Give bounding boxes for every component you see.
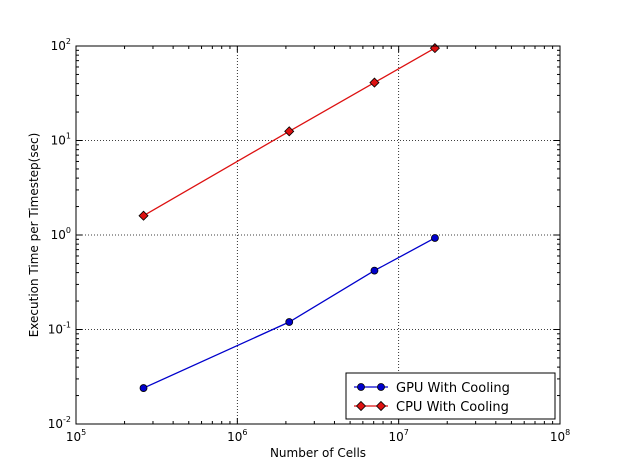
legend-label: GPU With Cooling xyxy=(396,381,510,396)
data-point-marker xyxy=(369,77,380,88)
data-point-marker xyxy=(138,210,149,221)
tick-labels: 105 106 107 108 10-2 10-1 100 101 102 xyxy=(48,37,570,444)
series-cpu-with-cooling xyxy=(138,43,440,221)
y-tick-label: 100 xyxy=(51,226,71,242)
legend-marker xyxy=(355,400,367,412)
y-tick-label: 102 xyxy=(51,37,71,53)
y-tick-label: 10-1 xyxy=(48,321,71,337)
legend-marker xyxy=(377,383,385,391)
series-layer xyxy=(138,43,440,392)
data-point-marker xyxy=(284,126,295,137)
series-gpu-with-cooling xyxy=(139,234,439,392)
y-tick-label: 10-2 xyxy=(48,415,71,431)
axis-ticks xyxy=(75,45,561,425)
data-point-marker xyxy=(139,384,148,392)
data-point-marker xyxy=(431,234,439,242)
legend-label: CPU With Cooling xyxy=(396,400,509,415)
series-line xyxy=(143,237,436,389)
legend-marker xyxy=(357,383,365,391)
legend-item: CPU With Cooling xyxy=(354,400,509,415)
x-axis-label: Number of Cells xyxy=(270,446,366,460)
legend-item: GPU With Cooling xyxy=(354,381,510,396)
y-axis-label: Execution Time per Timestep(sec) xyxy=(27,133,41,338)
legend-marker xyxy=(375,400,387,412)
x-tick-label: 107 xyxy=(388,428,408,444)
legend: GPU With Cooling CPU With Cooling xyxy=(345,372,556,420)
x-tick-label: 105 xyxy=(66,428,86,444)
x-tick-label: 106 xyxy=(227,428,247,444)
x-tick-label: 108 xyxy=(550,428,570,444)
y-tick-label: 101 xyxy=(51,132,71,148)
data-point-marker xyxy=(429,43,440,54)
data-point-marker xyxy=(285,318,294,326)
data-point-marker xyxy=(370,266,379,275)
legend-box xyxy=(345,372,556,420)
series-line xyxy=(143,47,436,217)
grid-lines xyxy=(76,46,560,424)
